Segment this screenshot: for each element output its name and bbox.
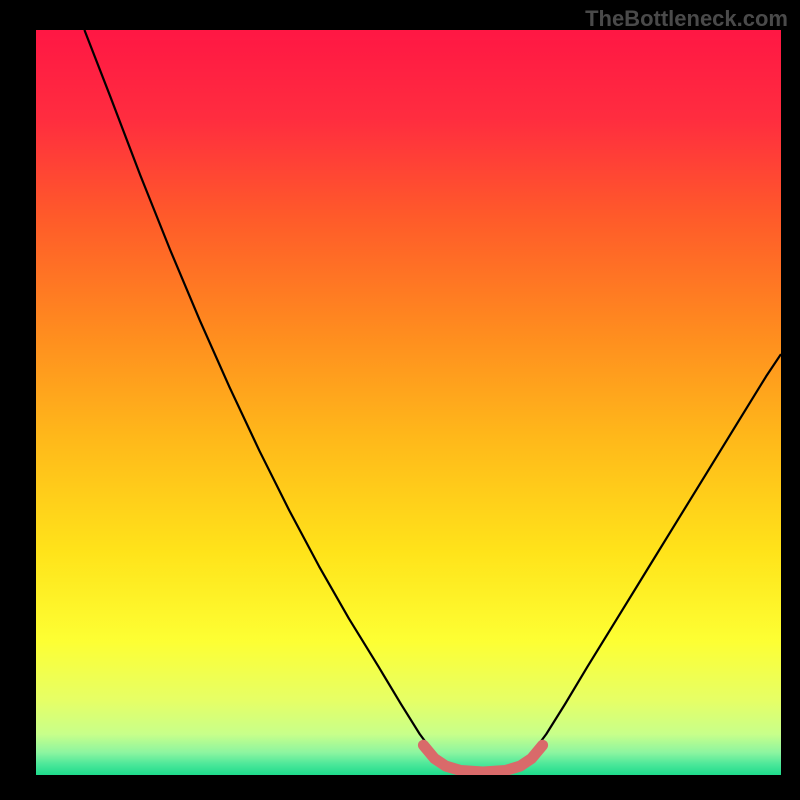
plot-area: [36, 30, 781, 775]
gradient-background: [36, 30, 781, 775]
watermark-text: TheBottleneck.com: [585, 6, 788, 32]
chart-svg: [36, 30, 781, 775]
